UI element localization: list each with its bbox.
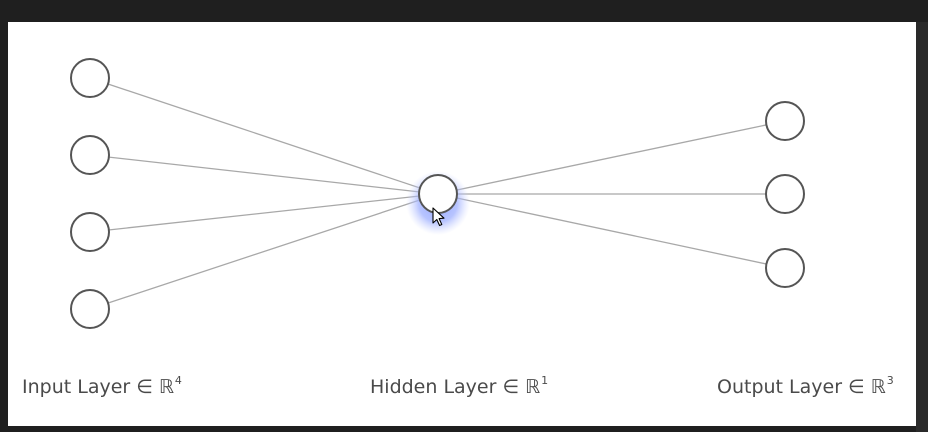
edge-hidden-0-output-2 (437, 193, 786, 269)
input-node-2[interactable] (70, 212, 110, 252)
edge-hidden-0-output-0 (437, 120, 786, 195)
input-node-1[interactable] (70, 135, 110, 175)
diagram-canvas: Input Layer ∈ ℝ4 Hidden Layer ∈ ℝ1 Outpu… (8, 22, 916, 426)
window-edge (916, 22, 928, 432)
input-node-0[interactable] (70, 58, 110, 98)
neural-network-diagram (70, 58, 805, 329)
hidden-layer-label-text: Hidden Layer ∈ ℝ (370, 376, 541, 398)
edges (89, 77, 786, 310)
mouse-cursor-icon (432, 207, 445, 227)
edge-input-1-hidden-0 (89, 154, 439, 195)
edge-input-2-hidden-0 (89, 193, 439, 233)
hidden-node-0[interactable] (418, 174, 458, 214)
output-layer-dim: 3 (886, 374, 894, 387)
output-layer-label-text: Output Layer ∈ ℝ (717, 376, 886, 398)
hidden-layer-label: Hidden Layer ∈ ℝ1 (370, 374, 548, 398)
output-node-1[interactable] (765, 174, 805, 214)
input-layer-label-text: Input Layer ∈ ℝ (22, 376, 174, 398)
input-node-3[interactable] (70, 289, 110, 329)
edge-input-3-hidden-0 (89, 193, 439, 310)
input-layer-dim: 4 (174, 374, 182, 387)
output-node-0[interactable] (765, 101, 805, 141)
nodes (70, 58, 805, 329)
output-layer-label: Output Layer ∈ ℝ3 (717, 374, 894, 398)
hidden-layer-dim: 1 (541, 374, 549, 387)
edge-input-0-hidden-0 (89, 77, 439, 195)
output-node-2[interactable] (765, 248, 805, 288)
input-layer-label: Input Layer ∈ ℝ4 (22, 374, 182, 398)
